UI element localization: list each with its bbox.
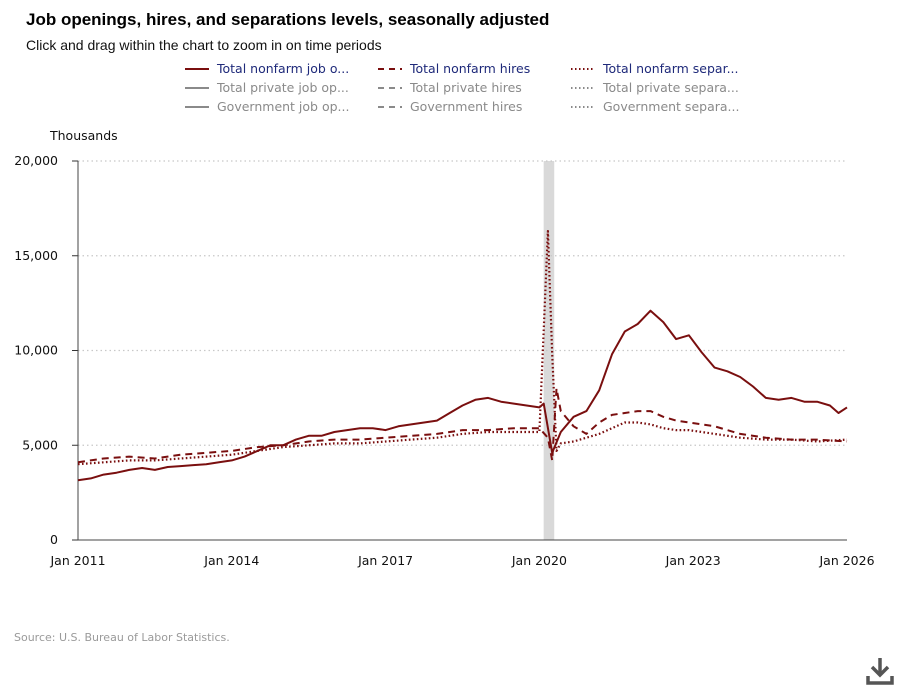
legend-label: Total nonfarm hires <box>410 61 531 76</box>
y-tick-label: 15,000 <box>14 248 58 263</box>
legend-symbol <box>378 86 402 89</box>
legend-label: Total nonfarm job o... <box>217 61 350 76</box>
legend-symbol <box>571 86 595 89</box>
legend-symbol <box>185 86 209 89</box>
legend-label: Government separa... <box>603 99 740 114</box>
legend-symbol <box>185 105 209 108</box>
series-line-1 <box>77 309 848 482</box>
legend-item[interactable]: Total nonfarm job o... <box>184 59 349 78</box>
legend-item[interactable]: Total private hires <box>377 78 522 97</box>
legend-symbol <box>571 105 595 108</box>
legend-item[interactable]: Government separa... <box>570 97 739 116</box>
legend-item[interactable]: Total nonfarm hires <box>377 59 530 78</box>
legend-item[interactable]: Government job op... <box>184 97 349 116</box>
source-note: Source: U.S. Bureau of Labor Statistics. <box>14 631 230 644</box>
chart-subtitle: Click and drag within the chart to zoom … <box>26 37 382 53</box>
y-tick-label: 0 <box>50 532 58 547</box>
legend-label: Government hires <box>410 99 523 114</box>
legend-label: Total nonfarm separ... <box>603 61 739 76</box>
legend-item[interactable]: Total nonfarm separ... <box>570 59 739 78</box>
x-tick-label: Jan 2026 <box>818 553 874 568</box>
y-tick-label: 5,000 <box>22 437 58 452</box>
y-tick-label: 20,000 <box>14 153 58 168</box>
x-tick-label: Jan 2017 <box>357 553 413 568</box>
legend-item[interactable]: Government hires <box>377 97 522 116</box>
legend-label: Total private separa... <box>603 80 739 95</box>
chart-legend: Total nonfarm job o... Total nonfarm hire… <box>178 58 748 120</box>
x-tick-label: Jan 2023 <box>665 553 721 568</box>
x-tick-label: Jan 2014 <box>203 553 259 568</box>
legend-label: Government job op... <box>217 99 350 114</box>
x-tick-label: Jan 2011 <box>49 553 105 568</box>
legend-label: Total private job op... <box>217 80 349 95</box>
legend-item[interactable]: Total private job op... <box>184 78 349 97</box>
legend-symbol <box>571 67 595 70</box>
legend-symbol <box>378 67 402 70</box>
legend-item[interactable]: Total private separa... <box>570 78 739 97</box>
x-tick-label: Jan 2020 <box>511 553 567 568</box>
series-line-2 <box>77 387 848 464</box>
y-axis-label: Thousands <box>49 128 118 143</box>
legend-symbol <box>185 67 209 70</box>
y-tick-label: 10,000 <box>14 343 58 358</box>
line-chart[interactable]: 0 5,000 10,000 15,000 20,000 Thousands Jan 201… <box>0 120 900 580</box>
recession-band <box>543 161 555 540</box>
legend-symbol <box>378 105 402 108</box>
download-icon[interactable] <box>866 656 894 686</box>
legend-label: Total private hires <box>410 80 522 95</box>
chart-title: Job openings, hires, and separations lev… <box>26 10 550 29</box>
series-line-3 <box>77 230 848 466</box>
